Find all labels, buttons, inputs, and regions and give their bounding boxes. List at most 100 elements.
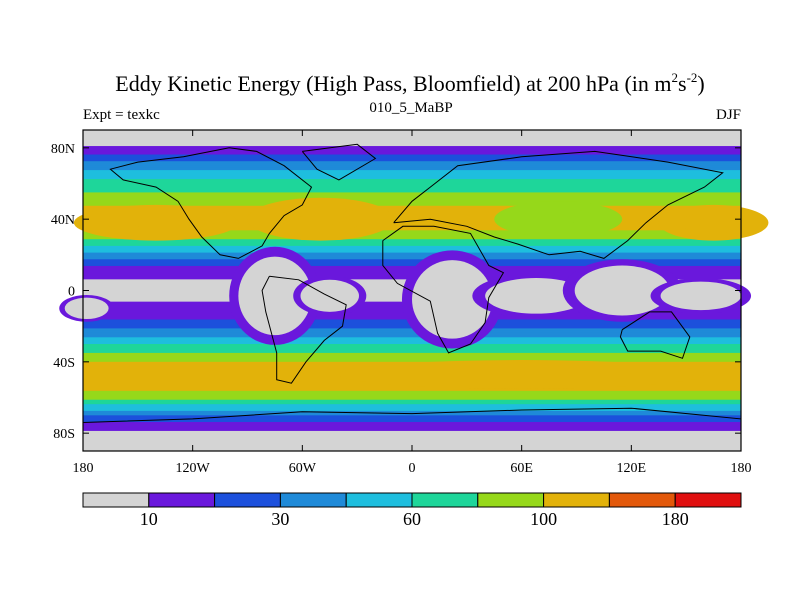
- contour-band: [83, 250, 741, 254]
- contour-band: [83, 357, 741, 361]
- contour-patch: [300, 279, 359, 312]
- contour-band: [83, 232, 741, 236]
- colorbar-label: 10: [140, 509, 158, 529]
- contour-band: [83, 339, 741, 343]
- contour-band: [83, 355, 741, 358]
- contour-band: [83, 399, 741, 403]
- contour-band: [83, 268, 741, 272]
- contour-regions: [59, 197, 769, 389]
- colorbar-box: [543, 492, 610, 508]
- region-south-america-low: [229, 246, 321, 345]
- contour-band: [83, 408, 741, 412]
- contour-band: [83, 422, 741, 425]
- contour-band: [83, 223, 741, 227]
- contour-band: [83, 350, 741, 354]
- contour-band: [83, 390, 741, 394]
- contour-band: [83, 185, 741, 189]
- colorbar-box: [674, 492, 742, 508]
- contour-band: [83, 147, 741, 151]
- contour-band: [83, 259, 741, 263]
- region-atlantic-low: [293, 275, 367, 316]
- y-tick-label: 40N: [51, 213, 75, 228]
- contour-band: [83, 201, 741, 205]
- plot-area: [59, 129, 769, 452]
- contour-band: [83, 142, 741, 145]
- region-na-jet: [73, 204, 239, 241]
- contour-band: [83, 328, 741, 332]
- x-tick-label: 120E: [617, 461, 647, 476]
- contour-patch: [660, 281, 741, 311]
- contour-patch: [697, 217, 731, 229]
- contour-band: [83, 252, 741, 256]
- region-asia-weak: [494, 201, 623, 238]
- contour-band: [83, 263, 741, 267]
- contour-band: [83, 330, 741, 334]
- colorbar-box: [279, 492, 347, 508]
- contour-band: [83, 138, 741, 142]
- contour-band: [83, 150, 741, 153]
- contour-band: [83, 348, 741, 352]
- coastline-south-america: [261, 275, 347, 384]
- contour-band: [83, 216, 741, 220]
- contour-band: [83, 239, 741, 243]
- contour-band: [83, 248, 741, 251]
- contour-band: [83, 404, 741, 408]
- contour-band: [83, 415, 741, 419]
- chart-subtitle-center: 010_5_MaBP: [369, 100, 452, 116]
- contour-band: [83, 234, 741, 238]
- coastline-north-america: [109, 147, 313, 259]
- contour-band: [83, 243, 741, 247]
- contour-band: [83, 344, 741, 347]
- region-so-jet: [338, 360, 705, 389]
- contour-band: [83, 406, 741, 410]
- contour-band: [83, 395, 741, 399]
- x-axis: 180 120W 60W 0 60E 120E 180: [73, 130, 752, 476]
- contour-band: [83, 359, 741, 363]
- colorbar-box: [214, 492, 281, 508]
- contour-band: [83, 174, 741, 178]
- region-atlantic-jet: [247, 197, 394, 241]
- contour-band: [83, 158, 741, 162]
- contour-band: [83, 241, 741, 245]
- contour-band: [83, 388, 741, 392]
- region-west-pacific-low: [650, 278, 752, 314]
- contour-band: [83, 335, 741, 338]
- contour-band: [83, 167, 741, 171]
- contour-band: [83, 137, 741, 140]
- contour-band: [83, 183, 741, 187]
- contour-band: [83, 230, 741, 234]
- contour-band: [83, 413, 741, 416]
- x-tick-label: 60W: [289, 461, 317, 476]
- contour-band: [83, 225, 741, 229]
- coastline-australia: [619, 311, 691, 359]
- contour-band: [83, 401, 741, 405]
- contour-patch: [298, 212, 343, 226]
- contour-band: [83, 156, 741, 160]
- contour-band: [83, 140, 741, 144]
- contour-patch: [466, 370, 577, 379]
- colorbar-box: [477, 492, 545, 508]
- y-axis: 80N 40N 0 40S 80S: [51, 142, 741, 442]
- x-tick-label: 180: [73, 461, 94, 476]
- colorbar-label: 180: [662, 509, 689, 529]
- contour-band: [83, 154, 741, 158]
- contour-band: [83, 144, 741, 147]
- contour-band: [83, 265, 741, 269]
- contour-band: [83, 428, 741, 432]
- contour-band: [83, 208, 741, 211]
- contour-band: [83, 192, 741, 196]
- x-tick-label: 120W: [176, 461, 211, 476]
- colorbar-label: 60: [403, 509, 421, 529]
- contour-band: [83, 261, 741, 265]
- contour-band: [83, 341, 741, 345]
- contour-band: [83, 214, 741, 218]
- x-tick-label: 180: [731, 461, 752, 476]
- contour-band: [83, 410, 741, 414]
- colorbar-box: [148, 492, 216, 508]
- contour-band: [83, 165, 741, 169]
- contour-band: [83, 254, 741, 258]
- contour-band: [83, 440, 741, 443]
- y-tick-label: 80S: [53, 427, 75, 442]
- contour-band: [83, 419, 741, 423]
